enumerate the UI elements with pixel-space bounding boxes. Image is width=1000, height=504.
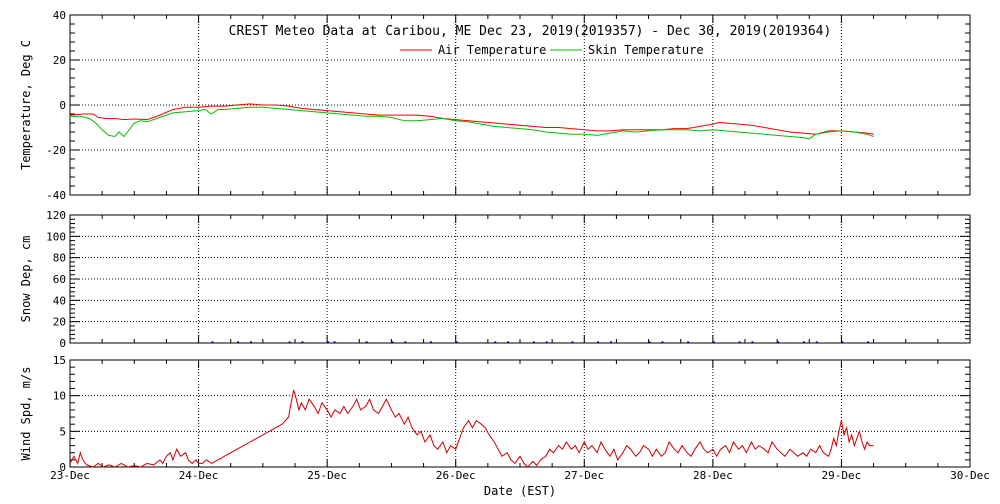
x-tick-label: 28-Dec xyxy=(693,469,733,482)
y-tick-label: -40 xyxy=(46,189,66,202)
series-line-wind xyxy=(69,389,874,468)
y-tick-label: 0 xyxy=(59,337,66,350)
x-tick-label: 26-Dec xyxy=(436,469,476,482)
y-tick-label: -20 xyxy=(46,144,66,157)
y-tick-label: 20 xyxy=(53,316,66,329)
y-axis-label: Snow Dep, cm xyxy=(19,236,33,323)
y-tick-label: 15 xyxy=(53,354,66,367)
legend: Air Temperature Skin Temperature xyxy=(400,43,704,57)
x-tick-label: 27-Dec xyxy=(564,469,604,482)
y-tick-label: 5 xyxy=(59,425,66,438)
panel-snow: 120 100 80 60 40 20 0 Snow Dep, cm xyxy=(19,209,971,350)
x-tick-label: 30-Dec xyxy=(950,469,990,482)
y-tick-label: 40 xyxy=(53,294,66,307)
y-tick-label: 120 xyxy=(46,209,66,222)
y-tick-label: 20 xyxy=(53,54,66,67)
y-tick-label: 80 xyxy=(53,252,66,265)
panel-wind: 15 10 5 0 Wind Spd, m/s xyxy=(19,354,971,474)
y-tick-label: 100 xyxy=(46,230,66,243)
x-tick-label: 25-Dec xyxy=(307,469,347,482)
y-tick-label: 10 xyxy=(53,390,66,403)
legend-label-air-temperature: Air Temperature xyxy=(438,43,546,57)
x-tick-label: 24-Dec xyxy=(179,469,219,482)
x-tick-label: 23-Dec xyxy=(50,469,90,482)
y-tick-label: 0 xyxy=(59,461,66,474)
y-tick-label: 0 xyxy=(59,99,66,112)
x-axis-label: Date (EST) xyxy=(484,484,556,498)
y-tick-label: 60 xyxy=(53,273,66,286)
chart-title: CREST Meteo Data at Caribou, ME Dec 23, … xyxy=(229,24,832,39)
y-axis-label: Wind Spd, m/s xyxy=(19,367,33,461)
plot-frame xyxy=(69,359,971,468)
series-line-skin-temperature xyxy=(70,106,874,140)
plot-frame xyxy=(69,14,971,196)
y-axis-label: Temperature, Deg C xyxy=(19,40,33,170)
y-tick-label: 40 xyxy=(53,9,66,22)
x-tick-label: 29-Dec xyxy=(822,469,862,482)
legend-label-skin-temperature: Skin Temperature xyxy=(588,43,704,57)
panel-temperature: 40 20 0 -20 -40 Temperature, Deg C xyxy=(19,9,971,202)
plot-frame xyxy=(69,214,971,344)
series-line-air-temperature xyxy=(69,103,874,135)
